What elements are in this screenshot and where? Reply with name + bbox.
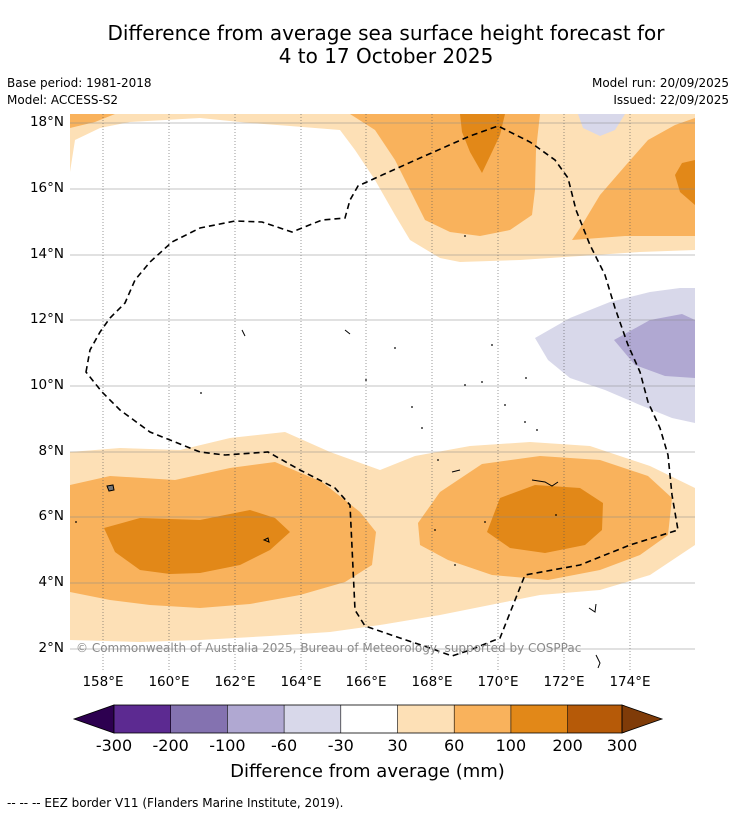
base-period: Base period: 1981-2018 <box>7 76 152 90</box>
island-atoll-7 <box>241 329 246 337</box>
colorbar-extend-high <box>621 704 664 734</box>
colorbar-segment-2 <box>170 705 228 733</box>
lon-label-160: 160°E <box>148 674 190 690</box>
model-name: Model: ACCESS-S2 <box>7 93 119 107</box>
contour-100-200-north <box>460 114 505 173</box>
lat-label-6: 6°N <box>38 508 64 524</box>
map-plot-area <box>70 114 695 671</box>
island-dot <box>454 564 456 566</box>
colorbar-segment-5 <box>340 705 398 733</box>
lon-label-170: 170°E <box>477 674 519 690</box>
island-dot <box>421 427 423 429</box>
colorbar-tick-label: 200 <box>552 736 583 755</box>
lat-label-12: 12°N <box>29 311 64 327</box>
lat-label-18: 18°N <box>29 114 64 130</box>
island-dot <box>484 521 486 523</box>
island-atoll-3 <box>451 469 461 473</box>
contour-neg30-neg60-north <box>578 114 625 136</box>
lat-label-14: 14°N <box>29 246 64 262</box>
colorbar-segment-4 <box>284 705 341 733</box>
island-dot <box>411 406 413 408</box>
meta-right: Model run: 20/09/2025 Issued: 22/09/2025 <box>592 75 729 109</box>
colorbar-segment-6 <box>397 705 455 733</box>
colorbar-segment-3 <box>227 705 285 733</box>
colorbar-tick-label: -60 <box>271 736 298 755</box>
contour-60-100-nw-sliver <box>70 114 115 128</box>
colorbar-segment-9 <box>567 705 625 733</box>
lat-label-4: 4°N <box>38 574 64 590</box>
colorbar-tick-label: -300 <box>95 736 133 755</box>
lon-label-172: 172°E <box>543 674 585 690</box>
island-dot <box>434 529 436 531</box>
colorbar-segment-8 <box>510 705 568 733</box>
colorbar-tick-label: 100 <box>495 736 527 755</box>
island-dot <box>365 379 367 381</box>
lat-label-10: 10°N <box>29 377 64 393</box>
lat-label-16: 16°N <box>29 180 64 196</box>
colorbar-tick-label: -100 <box>209 736 246 755</box>
colorbar-segment-1 <box>114 705 171 733</box>
island-dot <box>525 377 527 379</box>
contour-100-200-east <box>487 485 603 553</box>
eez-legend-note: -- -- -- EEZ border V11 (Flanders Marine… <box>7 796 344 810</box>
issued-date: Issued: 22/09/2025 <box>613 93 729 107</box>
island-atoll-2 <box>531 479 559 487</box>
contour-100-200-northeast <box>675 160 695 205</box>
model-run: Model run: 20/09/2025 <box>591 76 729 90</box>
lat-label-8: 8°N <box>38 443 64 459</box>
island-dot <box>200 392 202 394</box>
island-dot <box>555 514 557 516</box>
lon-label-166: 166°E <box>345 674 387 690</box>
parallels <box>70 122 695 650</box>
colorbar-title: Difference from average (mm) <box>230 761 505 782</box>
island-dot <box>464 235 466 237</box>
island-atoll-4 <box>588 603 597 613</box>
island-dot <box>437 459 439 461</box>
colorbar-outline <box>113 704 623 734</box>
title-line-2: 4 to 17 October 2025 <box>278 44 494 68</box>
colorbar-segment-7 <box>454 705 511 733</box>
lon-label-168: 168°E <box>411 674 453 690</box>
island-dots <box>75 235 557 566</box>
colorbar-tick-label: 30 <box>387 736 408 755</box>
islands <box>106 329 601 669</box>
lon-label-164: 164°E <box>280 674 322 690</box>
meta-left: Base period: 1981-2018 Model: ACCESS-S2 <box>7 75 152 109</box>
colorbar-dividers <box>170 705 568 733</box>
copyright-notice: © Commonwealth of Australia 2025, Bureau… <box>76 641 582 655</box>
island-dot <box>536 429 538 431</box>
island-dot <box>464 384 466 386</box>
colorbar-extend-low <box>72 704 115 734</box>
colorbar <box>72 704 664 734</box>
chart-title: Difference from average sea surface heig… <box>40 22 732 68</box>
island-dot <box>75 521 77 523</box>
contour-30-60-north <box>70 114 695 262</box>
lon-label-158: 158°E <box>82 674 124 690</box>
island-kosrae-area <box>106 484 115 492</box>
colorbar-tick-label: 60 <box>444 736 465 755</box>
island-atoll-1 <box>262 537 270 543</box>
island-dot <box>491 344 493 346</box>
island-atoll-6 <box>344 329 351 335</box>
contour-60-100-northeast <box>572 118 695 240</box>
contour-100-200-west <box>104 510 290 574</box>
colorbar-tick-label: -30 <box>327 736 354 755</box>
island-dot <box>394 347 396 349</box>
title-line-1: Difference from average sea surface heig… <box>107 21 665 45</box>
colorbar-tick-label: -200 <box>152 736 189 755</box>
lat-label-2: 2°N <box>38 640 64 656</box>
island-dot <box>524 421 526 423</box>
island-atoll-5 <box>595 654 601 669</box>
eez-border <box>85 125 679 657</box>
lon-label-162: 162°E <box>214 674 256 690</box>
island-dot <box>504 404 506 406</box>
lon-label-174: 174°E <box>609 674 651 690</box>
island-dot <box>481 381 483 383</box>
contour-100-200 <box>104 114 695 574</box>
colorbar-tick-label: 300 <box>606 736 638 755</box>
contour-neg60-neg100 <box>614 314 695 378</box>
